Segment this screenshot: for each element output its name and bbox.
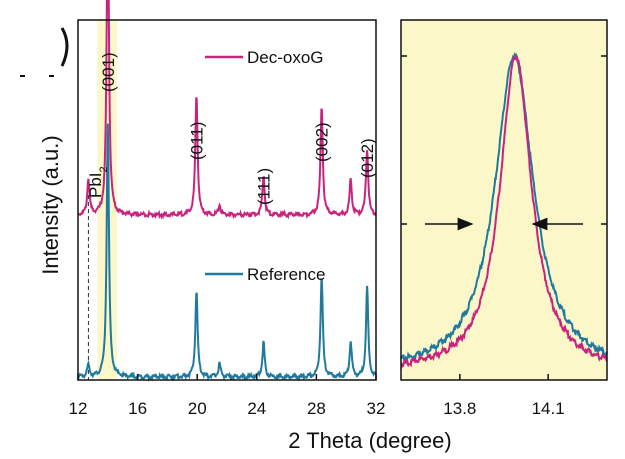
left-xtick-label-4: 28 — [307, 399, 326, 418]
right-xtick-label-1: 14.1 — [532, 399, 565, 418]
legend-label-reference: Reference — [247, 265, 325, 284]
peak-label-3: (002) — [313, 122, 332, 162]
legend-label-dec-oxog: Dec-oxoG — [247, 48, 324, 67]
pbi2-label: PbI2 — [86, 166, 110, 198]
panel-label-fragment — [60, 27, 69, 67]
reference-xrd-curve — [77, 123, 377, 383]
right-plot-frame — [400, 19, 608, 381]
x-axis-title: 2 Theta (degree) — [288, 428, 451, 453]
peak-label-0: (001) — [99, 52, 118, 92]
y-axis-title: Intensity (a.u.) — [38, 135, 63, 274]
right-xtick-label-0: 13.8 — [443, 399, 476, 418]
left-xtick-label-3: 24 — [247, 399, 266, 418]
dec-oxog-xrd-curve — [77, 0, 377, 220]
left-xtick-label-1: 16 — [128, 399, 147, 418]
left-xtick-label-2: 20 — [188, 399, 207, 418]
right-panel-background — [401, 20, 607, 380]
reference-zoom-curve — [400, 51, 608, 363]
peak-label-1: (011) — [188, 122, 207, 160]
dec-oxog-zoom-curve — [400, 54, 608, 370]
left-xtick-label-0: 12 — [69, 399, 88, 418]
left-xtick-label-5: 32 — [367, 399, 386, 418]
peak-label-4: (012) — [358, 138, 377, 178]
peak-label-2: (111) — [255, 168, 274, 205]
left-plot-frame — [77, 19, 377, 381]
